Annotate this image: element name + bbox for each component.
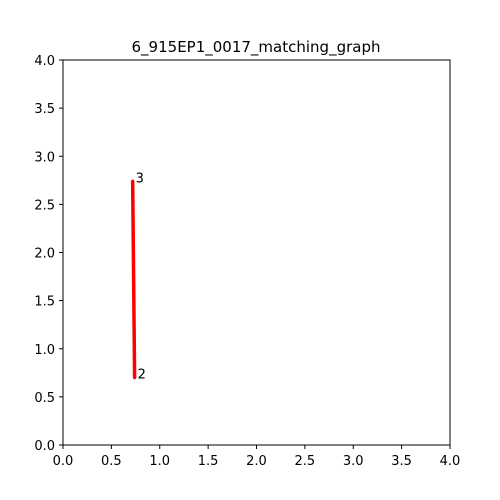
chart-title: 6_915EP1_0017_matching_graph [132,38,381,57]
y-tick-label: 3.5 [34,102,55,117]
plot-area: 23 [130,171,146,383]
graph-node [131,179,135,183]
y-tick-label: 0.5 [34,391,55,406]
x-tick-label: 3.5 [391,454,412,469]
x-tick-label: 1.5 [198,454,219,469]
x-tick-label: 1.0 [149,454,170,469]
y-tick-label: 2.0 [34,247,55,262]
x-tick-label: 4.0 [440,454,461,469]
node-label: 2 [138,368,146,383]
node-label: 3 [136,171,144,186]
x-tick-label: 2.0 [246,454,267,469]
x-tick-label: 0.5 [101,454,122,469]
x-tick-label: 2.5 [295,454,316,469]
y-tick-label: 3.0 [34,150,55,165]
y-tick-label: 1.5 [34,295,55,310]
graph-node [132,376,137,380]
x-tick-label: 3.0 [343,454,364,469]
y-tick-label: 0.0 [34,439,55,454]
y-tick-label: 1.0 [34,343,55,358]
y-tick-label: 4.0 [34,54,55,69]
axes-frame [62,59,451,446]
axes: 0.0 0.5 1.0 1.5 2.0 2.5 3.0 3.5 4.0 0.0 0.5 1.0 1.5 2… [34,54,460,469]
graph-edge [130,181,137,378]
x-tick-label: 0.0 [53,454,74,469]
y-tick-label: 2.5 [34,198,55,213]
